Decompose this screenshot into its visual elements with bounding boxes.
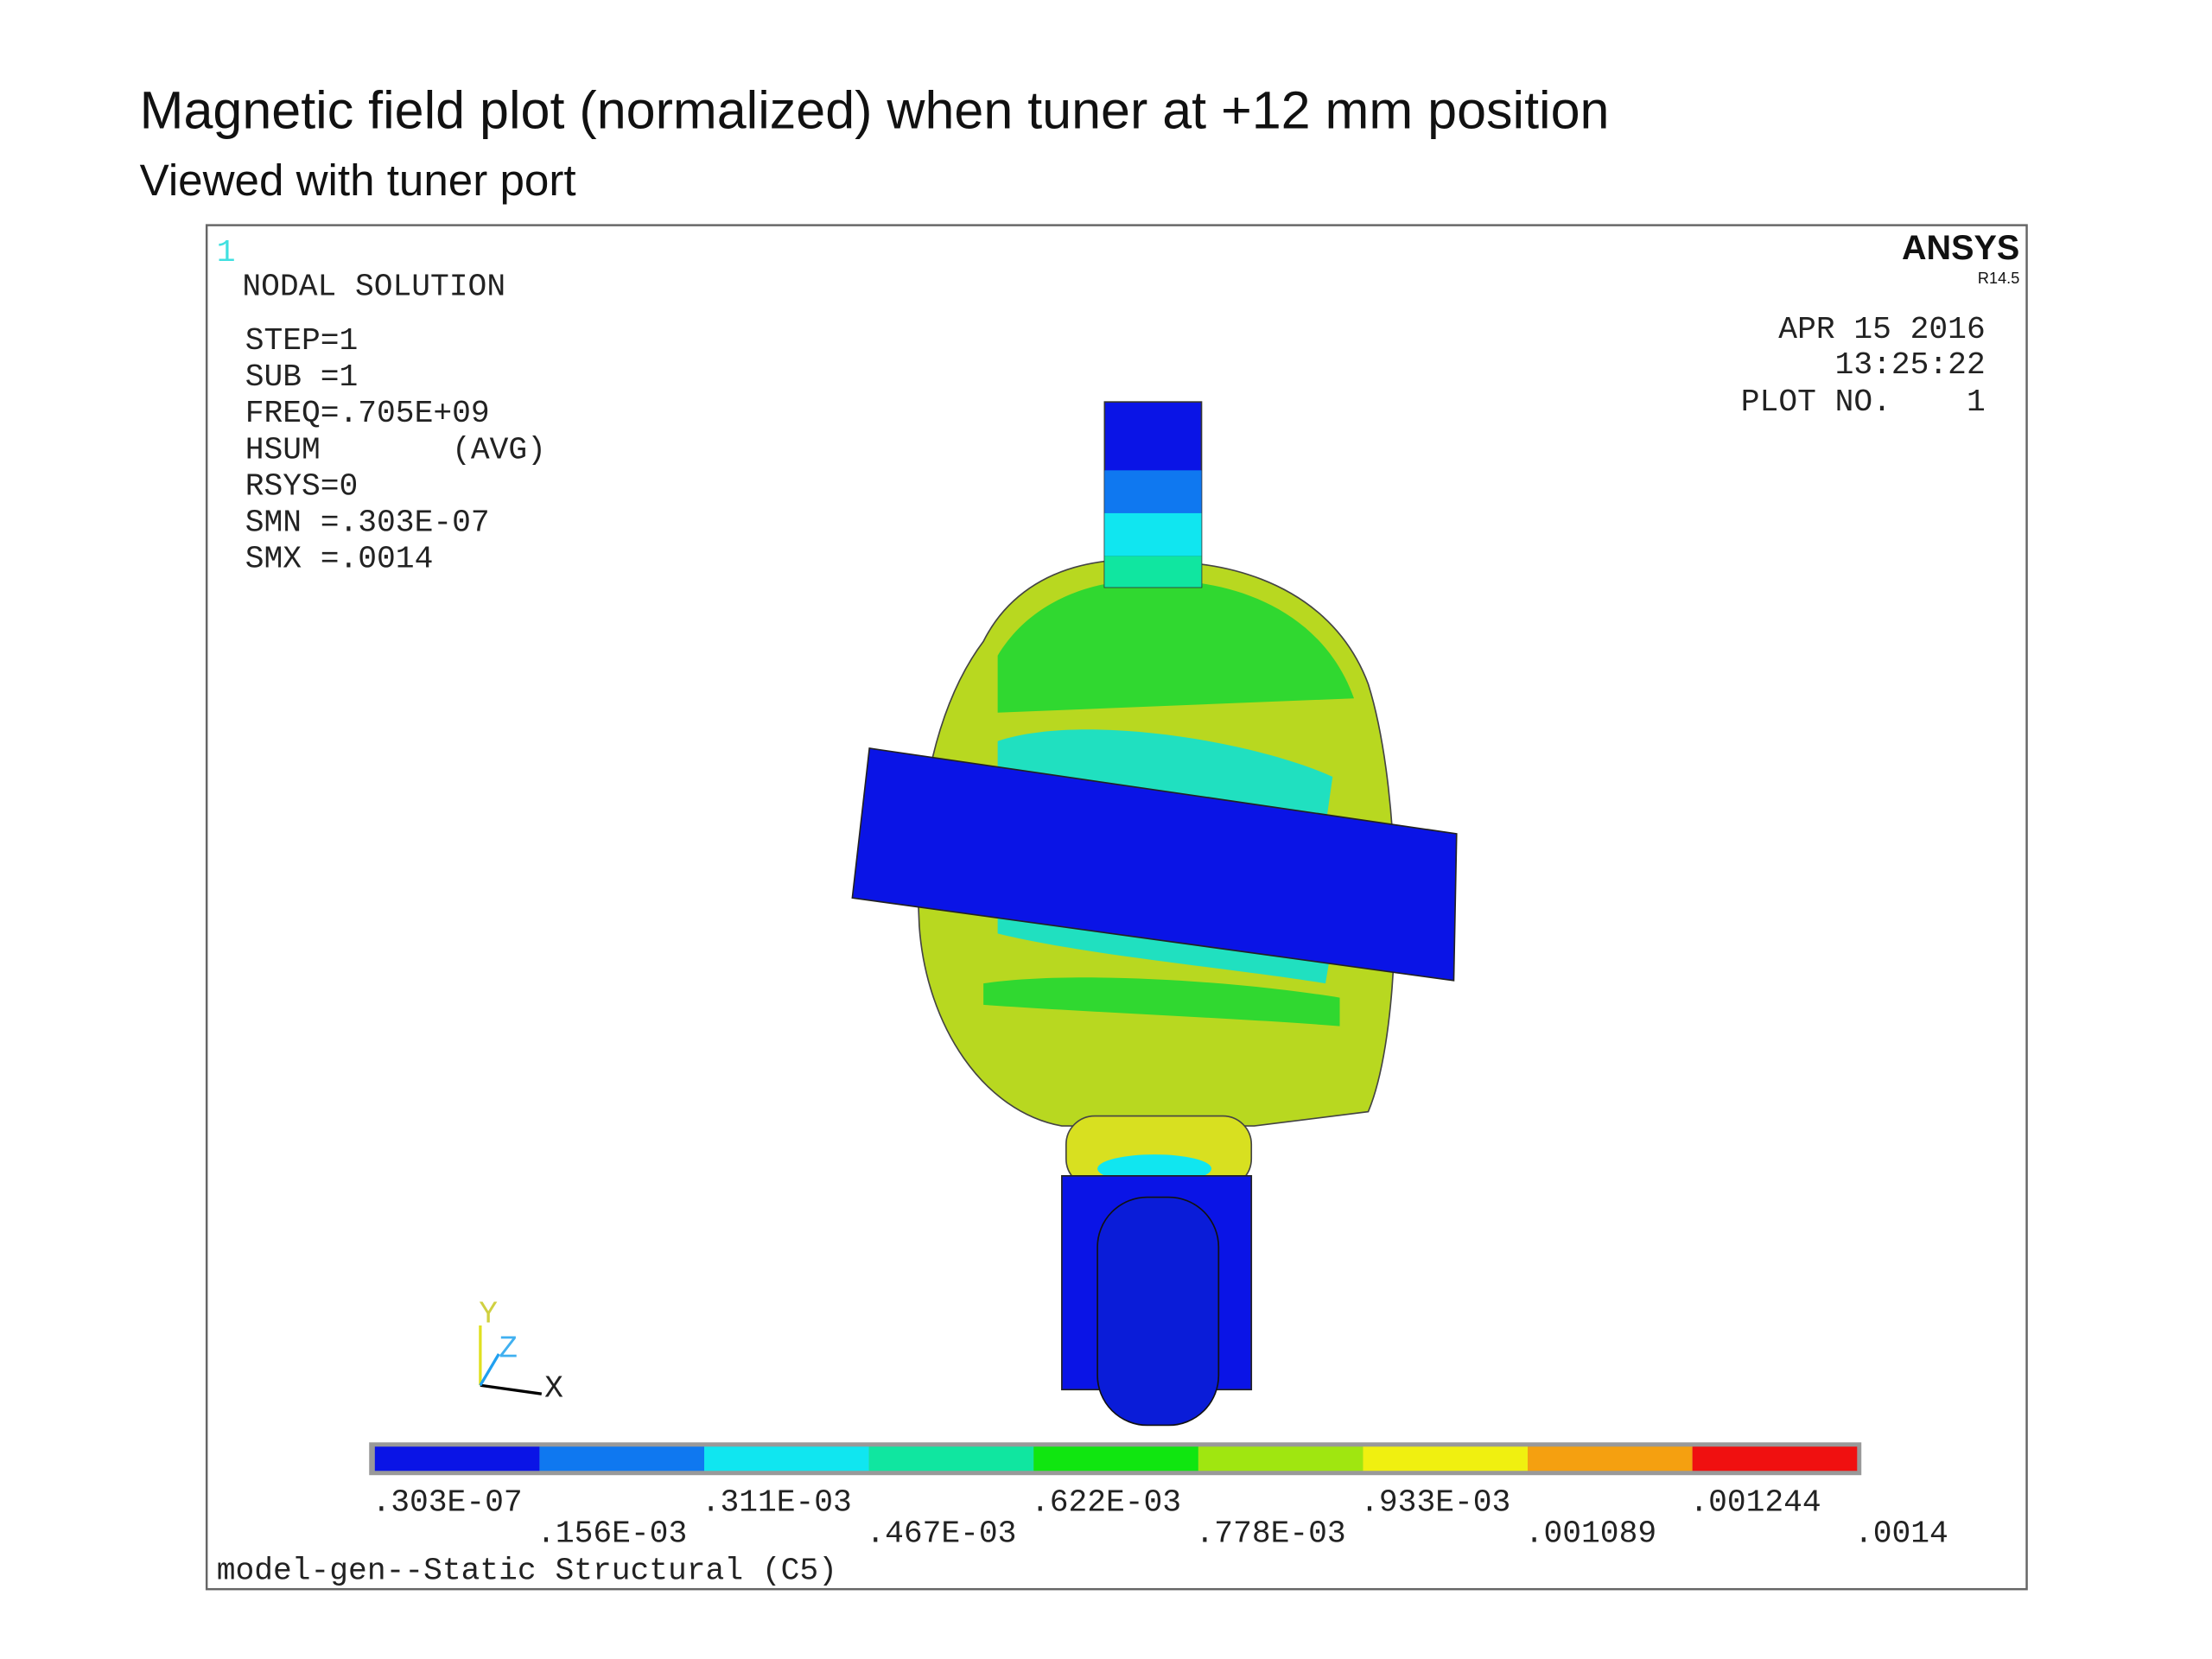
- legend-label: .303E-07: [372, 1484, 523, 1520]
- time: 13:25:22: [1835, 347, 1986, 383]
- version: R14.5: [1978, 270, 2019, 287]
- triad-z: [479, 1353, 500, 1387]
- legend: .303E-07 .156E-03 .311E-03 .467E-03 .622E-03…: [369, 1442, 1948, 1552]
- footer: model-gen--Static Structural (C5): [217, 1554, 837, 1589]
- legend-swatch: [1528, 1446, 1693, 1471]
- solution-label: NODAL SOLUTION: [242, 269, 505, 304]
- legend-swatch: [1198, 1446, 1363, 1471]
- info-line: STEP=1: [245, 323, 359, 359]
- info-line: FREQ=.705E+09: [245, 396, 490, 431]
- legend-swatch: [539, 1446, 705, 1471]
- plot-number: PLOT NO. 1: [1741, 385, 1986, 420]
- top-port-band: [1104, 470, 1202, 513]
- triad-y-label: Y: [479, 1297, 498, 1332]
- beam-pipe: [851, 747, 1458, 982]
- subtitle: Viewed with tuner port: [140, 156, 576, 205]
- upper-field-band: [997, 580, 1355, 713]
- top-port-band: [1104, 556, 1202, 588]
- info-line: SMX =.0014: [245, 541, 434, 576]
- legend-label: .156E-03: [537, 1516, 687, 1552]
- upper-nose-field: [997, 729, 1333, 827]
- info-line: HSUM (AVG): [245, 432, 546, 467]
- legend-label: .0014: [1854, 1516, 1948, 1552]
- info-line: SMN =.303E-07: [245, 505, 490, 540]
- legend-swatch: [374, 1446, 540, 1471]
- top-port-band: [1104, 512, 1202, 556]
- legend-label: .933E-03: [1360, 1484, 1510, 1520]
- title: Magnetic field plot (normalized) when tu…: [140, 80, 1610, 139]
- triad-x-label: X: [544, 1370, 563, 1406]
- legend-label: .311E-03: [702, 1484, 852, 1520]
- window-number: 1: [217, 235, 236, 270]
- lower-field-band: [983, 977, 1340, 1027]
- cavity-model: [851, 401, 1458, 1427]
- info-line: RSYS=0: [245, 468, 359, 504]
- tuner-plunger: [1096, 1196, 1220, 1427]
- triad-x: [480, 1383, 543, 1395]
- axis-triad: Y Z X: [479, 1297, 563, 1406]
- legend-label: .001244: [1689, 1484, 1821, 1520]
- brand: ANSYS: [1902, 229, 2019, 267]
- legend-swatch: [1692, 1446, 1858, 1471]
- legend-swatch: [704, 1446, 869, 1471]
- date: APR 15 2016: [1778, 312, 1985, 347]
- legend-label: .001089: [1525, 1516, 1656, 1552]
- legend-label: .622E-03: [1031, 1484, 1181, 1520]
- legend-swatch: [1033, 1446, 1198, 1471]
- info-line: SUB =1: [245, 359, 359, 395]
- legend-swatch: [1363, 1446, 1529, 1471]
- legend-swatch: [868, 1446, 1034, 1471]
- legend-label: .778E-03: [1196, 1516, 1346, 1552]
- triad-z-label: Z: [499, 1331, 518, 1366]
- legend-label: .467E-03: [866, 1516, 1016, 1552]
